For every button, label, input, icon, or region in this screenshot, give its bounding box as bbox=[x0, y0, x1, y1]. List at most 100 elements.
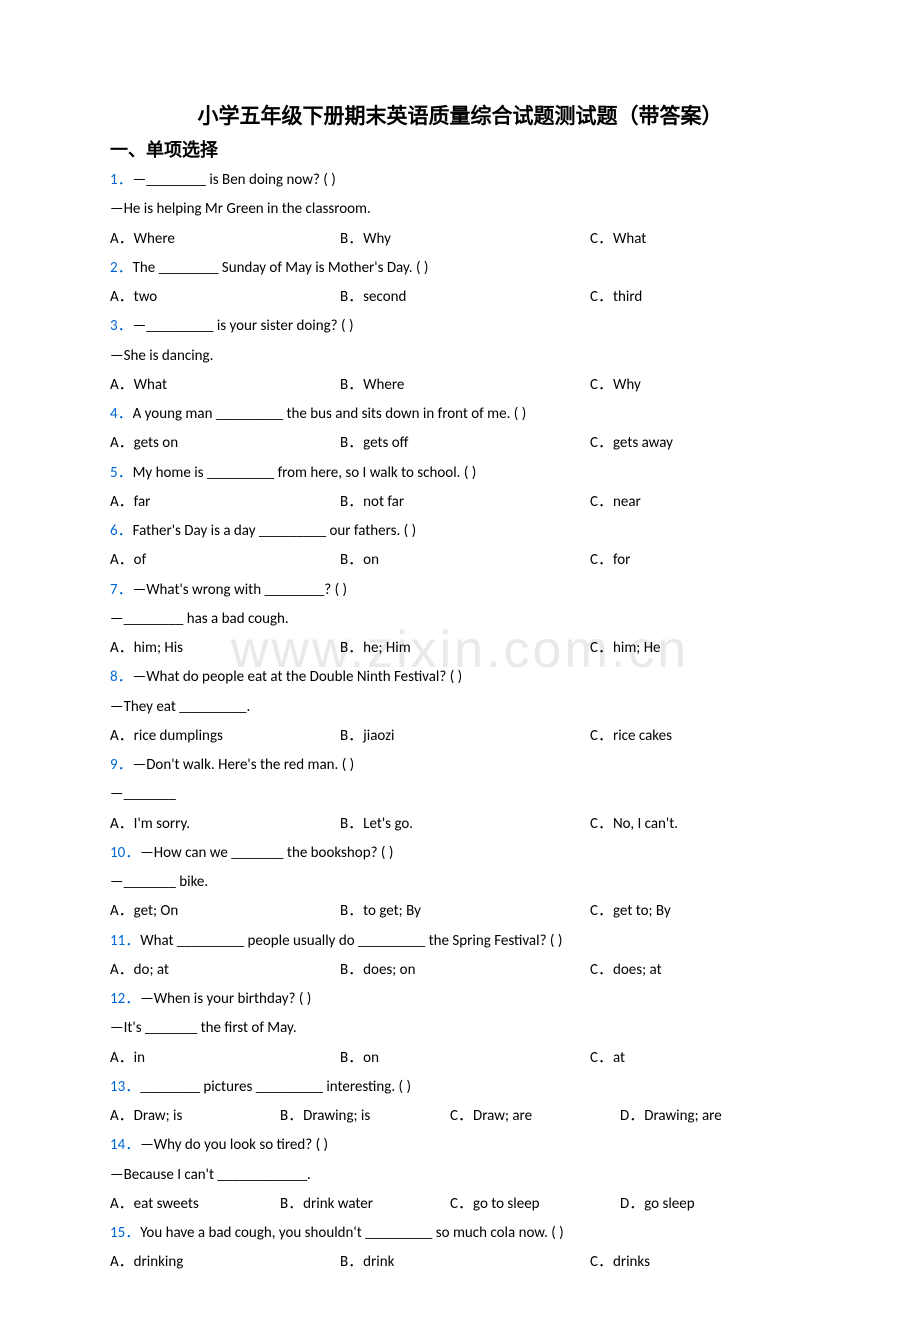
options-row: A．eat sweetsB．drink waterC．go to sleepD．… bbox=[110, 1190, 810, 1219]
option: C．third bbox=[590, 283, 810, 312]
option: B．Drawing; is bbox=[280, 1102, 450, 1131]
question-line: 5．My home is _________ from here, so I w… bbox=[110, 459, 810, 488]
option: B．Where bbox=[340, 371, 590, 400]
question-line: 13．________ pictures _________ interesti… bbox=[110, 1073, 810, 1102]
option: B．drink bbox=[340, 1248, 590, 1277]
option: A．him; His bbox=[110, 634, 340, 663]
options-row: A．rice dumplingsB．jiaoziC．rice cakes bbox=[110, 722, 810, 751]
page-title: 小学五年级下册期末英语质量综合试题测试题（带答案） bbox=[110, 100, 810, 130]
option: B．Let's go. bbox=[340, 810, 590, 839]
question-text: What _________ people usually do _______… bbox=[140, 932, 562, 950]
question-number: 14． bbox=[110, 1136, 140, 1154]
option: C．go to sleep bbox=[450, 1190, 620, 1219]
option: B．he; Him bbox=[340, 634, 590, 663]
question-line: 1．—________ is Ben doing now? ( ) bbox=[110, 166, 810, 195]
options-row: A．inB．onC．at bbox=[110, 1044, 810, 1073]
question-number: 6． bbox=[110, 522, 133, 540]
question-number: 9． bbox=[110, 756, 133, 774]
option: C．at bbox=[590, 1044, 810, 1073]
option: D．go sleep bbox=[620, 1190, 790, 1219]
option: C．for bbox=[590, 546, 810, 575]
option: A．gets on bbox=[110, 429, 340, 458]
option: A．far bbox=[110, 488, 340, 517]
option: B．on bbox=[340, 1044, 590, 1073]
options-row: A．gets onB．gets offC．gets away bbox=[110, 429, 810, 458]
option: B．drink water bbox=[280, 1190, 450, 1219]
question-number: 8． bbox=[110, 668, 133, 686]
options-row: A．drinkingB．drinkC．drinks bbox=[110, 1248, 810, 1277]
question-line: 8．—What do people eat at the Double Nint… bbox=[110, 663, 810, 692]
option: B．does; on bbox=[340, 956, 590, 985]
question-line: 14．—Why do you look so tired? ( ) bbox=[110, 1131, 810, 1160]
question-text: —_________ is your sister doing? ( ) bbox=[133, 317, 354, 335]
question-line: 3．—_________ is your sister doing? ( ) bbox=[110, 312, 810, 341]
option: B．not far bbox=[340, 488, 590, 517]
question-text: —________ is Ben doing now? ( ) bbox=[133, 171, 336, 189]
option: A．eat sweets bbox=[110, 1190, 280, 1219]
question-text: A young man _________ the bus and sits d… bbox=[133, 405, 527, 423]
option: C．drinks bbox=[590, 1248, 810, 1277]
question-line: 12．—When is your birthday? ( ) bbox=[110, 985, 810, 1014]
option: C．What bbox=[590, 225, 810, 254]
option: B．second bbox=[340, 283, 590, 312]
option: A．What bbox=[110, 371, 340, 400]
options-row: A．I'm sorry.B．Let's go.C．No, I can't. bbox=[110, 810, 810, 839]
option: C．near bbox=[590, 488, 810, 517]
option: C．get to; By bbox=[590, 897, 810, 926]
question-text: My home is _________ from here, so I wal… bbox=[133, 464, 477, 482]
question-line: —Because I can't ____________. bbox=[110, 1161, 810, 1190]
option: B．gets off bbox=[340, 429, 590, 458]
option: A．in bbox=[110, 1044, 340, 1073]
question-number: 1． bbox=[110, 171, 133, 189]
question-text: You have a bad cough, you shouldn't ____… bbox=[140, 1224, 564, 1242]
question-number: 4． bbox=[110, 405, 133, 423]
option: B．on bbox=[340, 546, 590, 575]
option: B．to get; By bbox=[340, 897, 590, 926]
options-row: A．twoB．secondC．third bbox=[110, 283, 810, 312]
option: A．drinking bbox=[110, 1248, 340, 1277]
question-line: 10．—How can we _______ the bookshop? ( ) bbox=[110, 839, 810, 868]
question-line: 2．The ________ Sunday of May is Mother's… bbox=[110, 254, 810, 283]
question-line: 9．—Don't walk. Here's the red man. ( ) bbox=[110, 751, 810, 780]
option: A．I'm sorry. bbox=[110, 810, 340, 839]
option: C．Draw; are bbox=[450, 1102, 620, 1131]
question-number: 3． bbox=[110, 317, 133, 335]
options-row: A．him; HisB．he; HimC．him; He bbox=[110, 634, 810, 663]
question-number: 11． bbox=[110, 932, 140, 950]
question-text: —What do people eat at the Double Ninth … bbox=[133, 668, 463, 686]
question-number: 2． bbox=[110, 259, 133, 277]
option: A．get; On bbox=[110, 897, 340, 926]
question-number: 5． bbox=[110, 464, 133, 482]
option: A．Draw; is bbox=[110, 1102, 280, 1131]
option: A．rice dumplings bbox=[110, 722, 340, 751]
question-line: 11．What _________ people usually do ____… bbox=[110, 927, 810, 956]
options-row: A．ofB．onC．for bbox=[110, 546, 810, 575]
option: C．No, I can't. bbox=[590, 810, 810, 839]
question-line: 7．—What's wrong with ________? ( ) bbox=[110, 576, 810, 605]
options-row: A．WhatB．WhereC．Why bbox=[110, 371, 810, 400]
options-row: A．Draw; isB．Drawing; isC．Draw; areD．Draw… bbox=[110, 1102, 810, 1131]
options-row: A．get; OnB．to get; ByC．get to; By bbox=[110, 897, 810, 926]
option: C．rice cakes bbox=[590, 722, 810, 751]
question-number: 13． bbox=[110, 1078, 140, 1096]
question-line: —It's _______ the first of May. bbox=[110, 1014, 810, 1043]
option: C．gets away bbox=[590, 429, 810, 458]
question-line: —She is dancing. bbox=[110, 342, 810, 371]
option: B．jiaozi bbox=[340, 722, 590, 751]
question-text: —When is your birthday? ( ) bbox=[140, 990, 311, 1008]
question-text: ________ pictures _________ interesting.… bbox=[140, 1078, 411, 1096]
option: A．do; at bbox=[110, 956, 340, 985]
options-row: A．WhereB．WhyC．What bbox=[110, 225, 810, 254]
option: D．Drawing; are bbox=[620, 1102, 790, 1131]
question-text: The ________ Sunday of May is Mother's D… bbox=[133, 259, 429, 277]
question-number: 12． bbox=[110, 990, 140, 1008]
question-line: 4．A young man _________ the bus and sits… bbox=[110, 400, 810, 429]
question-line: —________ has a bad cough. bbox=[110, 605, 810, 634]
question-line: —_______ bike. bbox=[110, 868, 810, 897]
question-number: 7． bbox=[110, 581, 133, 599]
question-line: —_______ bbox=[110, 780, 810, 809]
question-line: 6．Father's Day is a day _________ our fa… bbox=[110, 517, 810, 546]
question-text: Father's Day is a day _________ our fath… bbox=[133, 522, 417, 540]
option: C．Why bbox=[590, 371, 810, 400]
option: B．Why bbox=[340, 225, 590, 254]
